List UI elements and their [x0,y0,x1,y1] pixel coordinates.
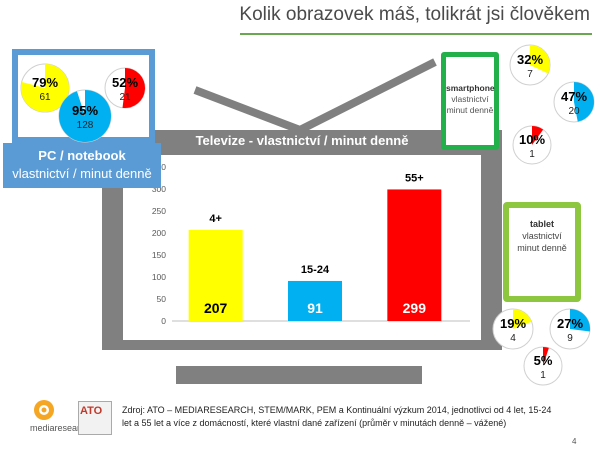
pie-percent: 95% [72,103,98,118]
pie-minutes: 9 [567,333,573,344]
smartphone-pie-2: 47%20 [553,81,595,123]
tablet-line3: minut denně [517,243,567,253]
ato-logo [78,401,112,435]
page-number: 4 [572,437,577,446]
y-tick-label: 50 [157,294,167,304]
pie-slice [122,68,145,109]
y-tick-label: 100 [152,272,166,282]
pie-slice [543,347,549,366]
y-tick-label: 150 [152,250,166,260]
pie-percent: 79% [32,75,58,90]
pie-percent: 27% [557,316,583,331]
title-underline [240,33,592,35]
pie-slice [574,82,594,122]
category-label: 55+ [405,172,424,184]
tv-stand [176,366,422,384]
category-label: 4+ [209,213,222,225]
pie-minutes: 4 [510,333,516,344]
smartphone-line3: minut denně [446,105,494,115]
smartphone-label: smartphone [446,83,495,93]
pc-caption-title: PC / notebook [38,148,126,163]
tablet-pie-2: 27%9 [549,308,591,350]
y-tick-label: 0 [161,316,166,326]
tablet-pie-3: 5%1 [523,346,563,386]
pie-minutes: 1 [529,149,535,160]
pc-caption: PC / notebook vlastnictví / minut denně [3,143,161,188]
pie-percent: 32% [517,52,543,67]
bar-15-24 [288,280,342,321]
y-tick-label: 300 [152,184,166,194]
pie-slice [530,45,551,74]
pie-percent: 5% [534,353,553,368]
data-label: 299 [403,300,427,316]
mediaresearch-logo: mediaresearch [30,423,90,433]
pie-percent: 47% [561,89,587,104]
smartphone-button [464,140,476,144]
tablet-line2: vlastnictví [522,231,562,241]
tablet-label: tablet [529,219,554,229]
tablet-device: tablet vlastnictví minut denně [503,202,581,302]
pie-minutes: 128 [77,120,94,131]
pie-percent: 10% [519,132,545,147]
pie-percent: 19% [500,316,526,331]
data-label: 207 [204,300,228,316]
pie-minutes: 61 [39,92,51,103]
tablet-button [537,292,547,296]
pie-slice [513,309,532,329]
data-label: 91 [307,300,323,316]
pie-minutes: 1 [540,370,546,381]
tablet-pie-1: 19%4 [492,308,534,350]
pie-slice [532,126,544,145]
slide-title: Kolik obrazovek máš, tolikrát jsi člověk… [239,4,590,25]
smartphone-pie-3: 10%1 [512,125,552,165]
source-note: Zdroj: ATO – MEDIARESEARCH, STEM/MARK, P… [122,405,552,428]
pie-slice [59,90,112,143]
pc-pie-3: 95%128 [58,89,112,143]
pie-minutes: 7 [527,69,533,80]
pie-percent: 52% [112,75,138,90]
pc-pie-1: 79%61 [20,63,70,113]
smartphone-device: smartphone vlastnictví minut denně [441,52,499,150]
smartphone-line2: vlastnictví [451,94,489,104]
bar-55+ [387,189,442,321]
y-tick-label: 250 [152,206,166,216]
pc-pie-2: 52%21 [104,67,146,109]
bar-4+ [188,229,243,321]
pc-caption-subtitle: vlastnictví / minut denně [12,166,152,181]
ato-logo-text: ATO [80,405,103,417]
y-tick-label: 200 [152,228,166,238]
pie-minutes: 20 [568,106,580,117]
pie-slice [21,64,70,113]
chart-title: Televize - vlastnictví / minut denně [195,133,409,148]
category-label: 15-24 [301,264,330,276]
pie-slice [570,309,590,332]
smartphone-pie-1: 32%7 [509,44,551,86]
pie-minutes: 21 [119,92,131,103]
